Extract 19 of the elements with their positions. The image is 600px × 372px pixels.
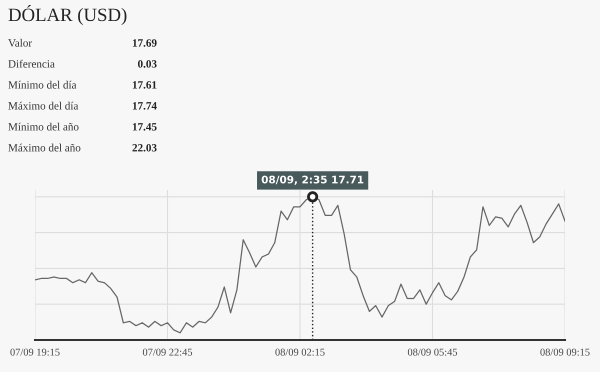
x-tick-label: 07/09 22:45: [142, 348, 192, 356]
text: Máximo del año: [8, 144, 80, 152]
text: Mínimo del año: [8, 122, 79, 131]
x-tick-label: 08/09 02:15: [275, 348, 325, 356]
text: 22.03: [132, 144, 157, 152]
text: 17.69: [132, 39, 157, 47]
text: Máximo del día: [8, 102, 78, 110]
text: 17.61: [132, 81, 156, 89]
text: Mínimo del día: [8, 80, 76, 89]
text: 17.45: [132, 123, 157, 131]
text: Diferencia: [8, 60, 55, 68]
x-tick-label: 08/09 09:15: [540, 348, 590, 356]
ref-line-label: 08/09, 2:35 17.71: [262, 176, 364, 185]
x-tick-label: 08/09 05:45: [408, 348, 458, 356]
x-tick-label: 07/09 19:15: [10, 348, 60, 356]
text: DÓLAR (USD): [8, 4, 126, 25]
text: Valor: [8, 38, 32, 47]
text: 0.03: [138, 60, 157, 68]
text: 17.74: [132, 102, 157, 110]
